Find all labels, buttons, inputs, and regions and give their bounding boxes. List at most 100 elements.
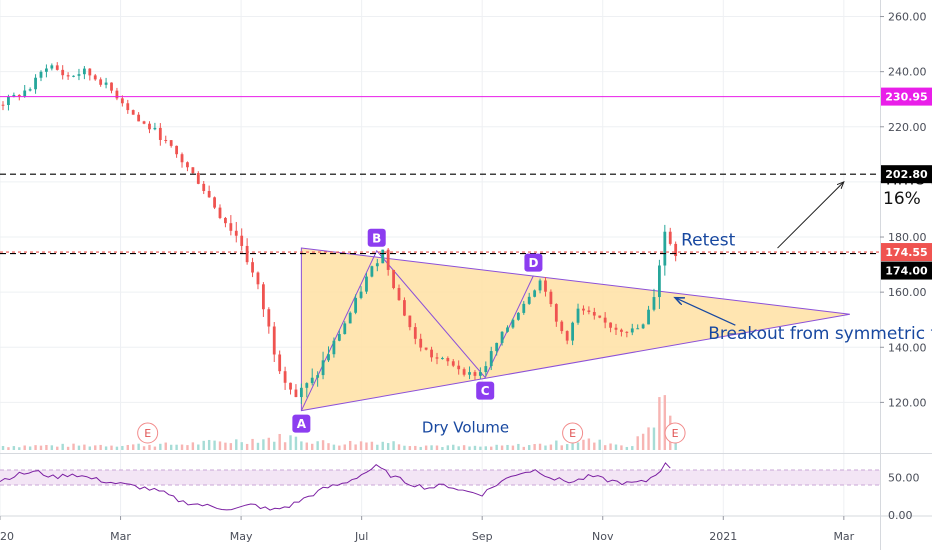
candle-body [506,327,509,332]
candle-body [120,98,124,104]
candle-body [180,154,184,163]
volume-bar [582,439,585,450]
candle-body [636,328,640,330]
candle-body [522,303,526,313]
pivot-label: C [481,384,490,398]
volume-bar [549,444,553,450]
candle-body [457,365,461,370]
volume-bar [213,440,216,450]
volume-bar [522,446,525,450]
volume-bar [441,447,444,450]
volume-bar [636,436,639,450]
volume-bar [593,442,596,450]
candle-body [321,360,325,376]
candle-body [587,310,591,313]
pivot-label-box [367,228,386,247]
candle-body [234,230,238,236]
volume-bar [132,444,135,450]
candle-body [283,371,287,383]
candle-body [332,340,336,355]
candle-body [278,354,282,372]
price-tag-label: 174.00 [885,265,928,278]
annotation-breakout: Breakout from symmetric triangle with vo… [708,324,932,344]
volume-bar [397,444,401,450]
candle-body [354,297,358,313]
candle-body [39,71,43,78]
volume-bar [517,443,520,450]
candle-body [158,127,162,140]
earnings-marker-circle [664,422,686,444]
candle-body [289,382,292,390]
candle-body [348,312,352,324]
volume-bar [148,444,151,450]
candle-body [403,300,406,316]
price-tag-box [881,87,932,106]
candle-body [603,317,607,323]
candle-body [370,266,374,277]
volume-bar [435,445,439,450]
volume-bar [180,444,184,450]
candle-body [110,82,113,91]
candle-body [478,372,482,376]
candle-body [327,354,330,361]
candle-body [424,347,428,350]
volume-bar [18,447,21,450]
volume-bar [224,442,227,450]
candle-body [620,329,623,332]
price-tag-box [881,243,932,262]
volume-bar [338,445,341,450]
volume-bar [560,445,563,450]
annotation-retest: Retest [681,230,735,250]
time-axis-label: Jul [354,530,368,543]
candle-body [538,280,542,291]
volume-bar [61,443,64,450]
candle-body [23,90,27,97]
volume-bar [283,442,287,450]
candle-body [169,140,173,146]
volume-bar [365,442,368,450]
time-axis-label: Mar [110,530,131,543]
volume-bar [235,439,238,450]
volume-bar [500,445,504,450]
volume-bar [191,442,195,450]
candle-body [251,262,254,273]
candle-body [337,334,341,341]
candle-body [207,190,211,198]
volume-bar [202,440,205,450]
volume-bar [240,442,243,450]
candle-body [582,308,585,311]
candle-body [175,145,179,155]
breakout-arrow [675,298,736,326]
volume-bar [77,445,81,450]
volume-bar [267,437,271,450]
price-axis-label: 260.00 [888,11,927,24]
candle-body [392,269,395,289]
candle-body [565,331,569,341]
volume-bar [300,441,303,450]
candle-body [196,173,200,184]
candle-body [12,94,16,97]
candle-body [50,65,54,69]
volume-bar [348,440,352,450]
candle-body [88,68,92,76]
time-axis-label: May [230,530,253,543]
candle-body [533,290,537,297]
candle-body [625,331,629,333]
volume-bar [121,445,124,450]
pivot-label-box [292,414,311,433]
candle-body [468,372,471,375]
candle-body [549,291,553,305]
volume-bar [576,442,580,450]
volume-bar [153,446,157,450]
volume-bar [430,445,433,450]
candle-body [153,127,157,130]
candle-body [451,361,455,366]
volume-bar [316,441,319,450]
candle-body [82,68,86,75]
candle-body [213,197,216,208]
candle-body [299,387,303,398]
candle-body [316,375,320,378]
volume-bar [641,433,645,450]
volume-bar [424,445,428,450]
volume-bar [457,446,460,450]
